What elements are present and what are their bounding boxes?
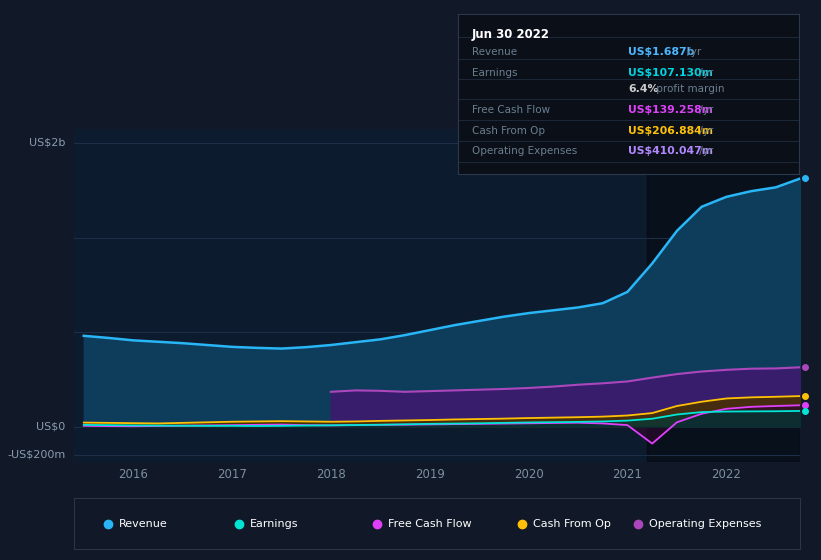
Bar	[647, 129, 800, 462]
Text: /yr: /yr	[696, 105, 713, 115]
Text: Revenue: Revenue	[472, 47, 517, 57]
Text: US$2b: US$2b	[30, 138, 66, 148]
Text: /yr: /yr	[696, 125, 713, 136]
Text: US$410.047m: US$410.047m	[629, 146, 713, 156]
Text: US$1.687b: US$1.687b	[629, 47, 695, 57]
Text: Earnings: Earnings	[472, 68, 517, 78]
Text: profit margin: profit margin	[653, 84, 724, 94]
Text: -US$200m: -US$200m	[7, 450, 66, 460]
Text: Cash From Op: Cash From Op	[472, 125, 545, 136]
Text: US$0: US$0	[36, 422, 66, 432]
Text: Cash From Op: Cash From Op	[533, 519, 611, 529]
Text: /yr: /yr	[684, 47, 701, 57]
Text: Free Cash Flow: Free Cash Flow	[388, 519, 471, 529]
Text: Earnings: Earnings	[250, 519, 298, 529]
Text: US$206.884m: US$206.884m	[629, 125, 713, 136]
Text: Operating Expenses: Operating Expenses	[472, 146, 577, 156]
Text: Operating Expenses: Operating Expenses	[649, 519, 762, 529]
Text: US$139.258m: US$139.258m	[629, 105, 713, 115]
Text: US$107.130m: US$107.130m	[629, 68, 713, 78]
Text: 6.4%: 6.4%	[629, 84, 659, 94]
Text: /yr: /yr	[696, 68, 713, 78]
Text: /yr: /yr	[696, 146, 713, 156]
Text: Revenue: Revenue	[119, 519, 167, 529]
Text: Jun 30 2022: Jun 30 2022	[472, 29, 550, 41]
Text: Free Cash Flow: Free Cash Flow	[472, 105, 550, 115]
